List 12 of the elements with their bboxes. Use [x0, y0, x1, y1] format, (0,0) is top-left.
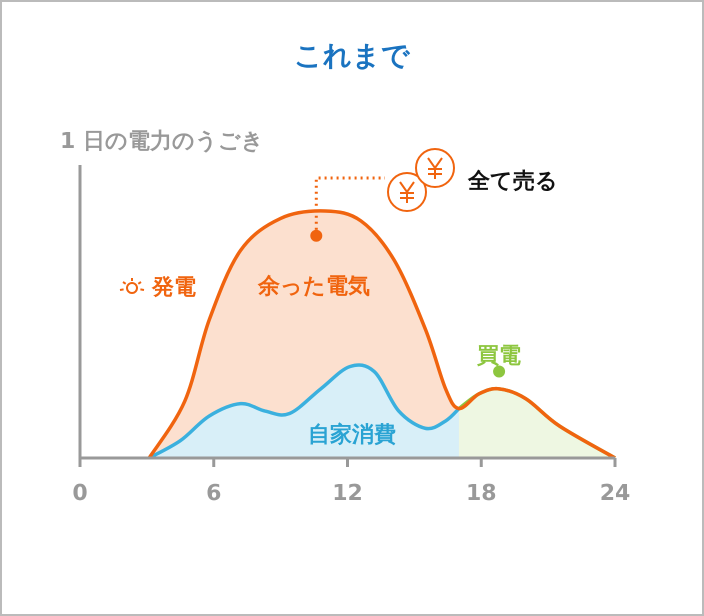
text: 全て売る: [467, 169, 558, 194]
x-tick-label: 18: [466, 481, 497, 506]
annotation: 発電: [151, 275, 196, 300]
x-tick-label: 6: [206, 481, 222, 506]
x-tick-label: 0: [72, 481, 88, 506]
y-axis-title: 1 日の電力のうごき: [60, 129, 264, 154]
series-label: 自家消費: [308, 421, 396, 448]
chart-title: これまで: [294, 39, 411, 72]
series-label: 余った電気: [257, 274, 370, 300]
x-tick-label: 24: [600, 481, 630, 506]
x-tick-label: 12: [332, 481, 363, 506]
series-label: 買電: [476, 343, 522, 368]
